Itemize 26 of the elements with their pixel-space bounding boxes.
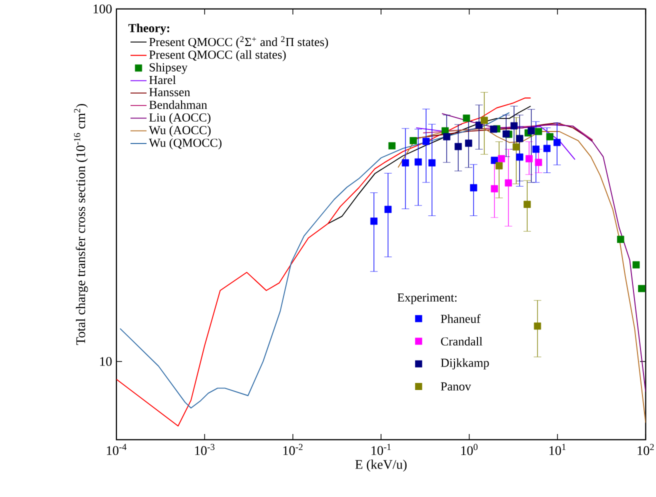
legend-title: Theory: <box>128 24 170 35</box>
x-axis-title: E (keV/u) <box>355 460 407 472</box>
legend-label: Liu (AOCC) <box>149 113 210 124</box>
legend-label: Wu (QMOCC) <box>148 138 222 150</box>
y-tick-label: 10 <box>100 357 112 366</box>
x-tick-label: 10$^{-4}$ <box>106 444 126 456</box>
x-tick-label: 10$^{-1}$ <box>372 444 391 456</box>
x-tick-label: 10$^{0}$ <box>461 444 478 456</box>
y-axis-title: Total charge transfer cross section (10$^{-16}$ cm$^{2}$) <box>74 104 88 345</box>
legend-label: Present QMOCC ($^{2}$Σ$^{+}$ and $^{2}$Π states) <box>149 36 328 49</box>
x-tick-label: 10$^{-2}$ <box>283 444 303 456</box>
legend-label: Crandall <box>441 336 482 346</box>
legend-label: Phaneuf <box>440 314 481 323</box>
legend-label: Harel <box>149 76 176 84</box>
legend-label: Shipsey <box>150 62 188 74</box>
legend-label: Panov <box>440 382 472 391</box>
legend-label: Bendahman <box>149 100 208 109</box>
annotation: Experiment: <box>397 293 457 304</box>
legend-label: Hanssen <box>149 88 190 96</box>
legend-label: Wu (AOCC) <box>148 126 211 137</box>
legend-label: Present QMOCC (all states) <box>149 50 286 62</box>
x-tick-label: 10$^{-3}$ <box>195 444 214 456</box>
x-tick-label: 10$^{1}$ <box>549 444 566 456</box>
y-tick-label: 100 <box>94 4 112 14</box>
x-tick-label: 10$^{2}$ <box>638 444 654 456</box>
legend-label: Dijkkamp <box>440 358 489 370</box>
